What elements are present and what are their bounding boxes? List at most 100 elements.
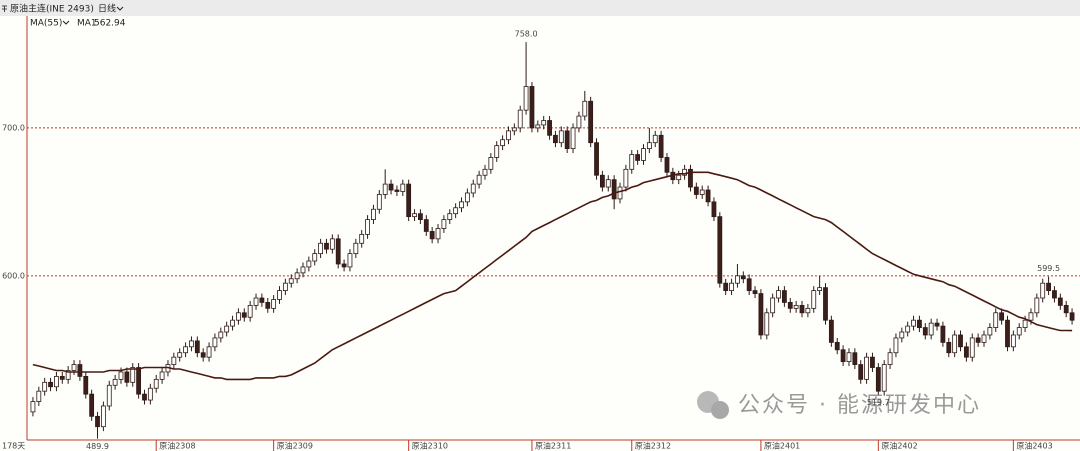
candle-body [658,134,664,158]
y-tick-label: 600.0 [2,271,25,280]
dropdown-arrow[interactable] [116,6,124,11]
candle-body [482,168,488,176]
candle-body [1010,334,1016,348]
candle-body [688,168,693,188]
candle-body [793,304,799,309]
candle-body [371,208,376,221]
candle-body [130,367,136,383]
candle-body [376,194,382,210]
candle-body [576,115,582,129]
price-annotation: 519.7 [867,398,890,407]
candle-body [194,340,200,354]
candle-body [459,201,464,209]
candle-body [1034,297,1040,314]
x-tick-label: 原油2310 [412,441,448,451]
candle-body [429,231,435,240]
candle-body [911,319,916,327]
price-annotation: 599.5 [1037,264,1060,273]
candle-body [535,124,541,129]
candle-body [940,325,946,343]
candle-body [852,352,858,365]
candle-body [277,290,282,300]
candle-body [975,337,981,343]
candle-body [488,157,494,170]
indicator-selector[interactable]: MA(55) [30,19,62,29]
candle-body [306,260,312,268]
candle-body [811,290,817,309]
candle-body [799,304,805,314]
candle-body [1063,304,1069,314]
candle-body [723,282,729,292]
candle-body [394,189,400,192]
candle-body [881,364,887,392]
candle-body [341,263,347,268]
candle-body [189,340,194,348]
period-selector[interactable]: 日线 [98,3,116,15]
candle-body [89,393,95,417]
candle-body [605,179,611,188]
candle-body [147,387,153,401]
candle-body [875,367,881,392]
candle-body [441,219,447,229]
candle-body [887,352,893,365]
candle-body [547,120,552,136]
candle-body [987,327,993,336]
candle-body [494,145,500,158]
candle-body [59,375,65,380]
dropdown-arrow[interactable] [62,20,70,25]
ma-value: 562.94 [94,19,126,29]
candle-body [253,297,259,306]
candle-body [934,322,940,327]
candle-body [77,364,83,377]
candle-body [529,86,535,129]
x-tick-label: 原油2311 [535,441,571,451]
candle-body [600,174,605,188]
candle-body [100,405,106,428]
candle-body [230,319,235,327]
x-tick-label: 原油2309 [277,441,313,451]
candle-body [629,154,635,170]
candle-body [1040,282,1046,299]
candle-body [412,213,417,218]
candle-body [523,86,529,111]
candle-body [781,290,787,303]
candle-body [406,183,412,218]
candle-body [617,186,623,200]
candle-body [42,381,48,392]
candle-body [764,312,770,336]
candle-body [241,312,247,318]
candle-body [142,393,147,401]
candle-body [893,337,899,354]
candle-body [652,134,658,144]
day-count: 178天 [2,442,25,451]
candle-body [952,334,958,354]
candle-body [611,179,617,200]
candle-body [183,346,188,354]
candle-body [95,415,100,428]
menu-icon[interactable] [2,5,7,12]
candle-body [318,242,324,255]
candle-body [1005,319,1010,348]
candle-body [588,100,594,144]
candle-body [999,312,1005,321]
candle-body [118,371,124,380]
candle-body [435,228,441,240]
candle-body [770,297,776,314]
candle-body [1052,290,1057,299]
candle-body [946,341,952,354]
candle-body [470,183,476,194]
candle-body [805,307,811,314]
candle-body [758,293,764,336]
candle-body [917,319,922,328]
candle-body [823,287,828,321]
candle-body [177,352,183,358]
candle-body [1016,327,1022,336]
candle-body [899,331,905,339]
candle-body [388,183,394,191]
candle-body [423,219,429,232]
candle-body [717,216,723,284]
watermark-text: 公众号 · 能源研发中心 [738,393,981,418]
candle-body [271,299,277,309]
candle-body [817,287,823,292]
